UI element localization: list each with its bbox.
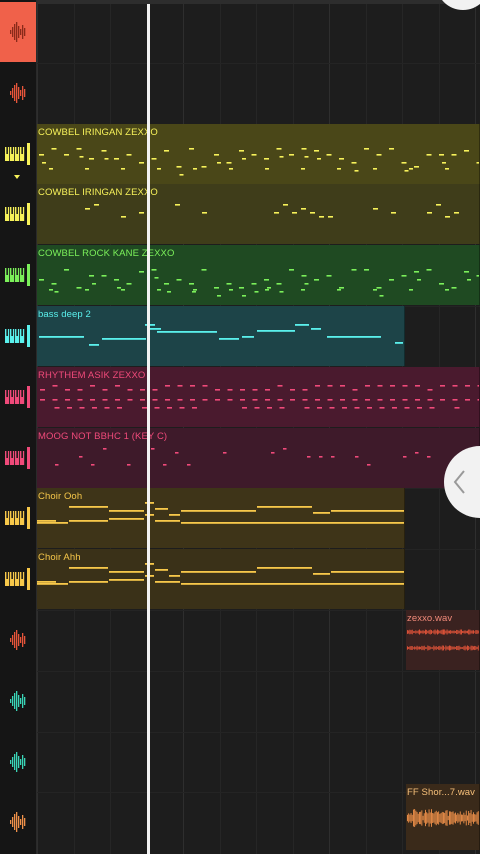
track-row-separator bbox=[37, 610, 480, 611]
track-header-piano-2[interactable] bbox=[0, 184, 36, 244]
clip-name: zexxo.wav bbox=[407, 613, 453, 624]
track-header-audio-6[interactable] bbox=[0, 792, 36, 852]
clip-dense[interactable]: COWBEL IRINGAN ZEXXO bbox=[37, 123, 480, 184]
track-row-separator bbox=[37, 62, 480, 64]
track-header-piano-7[interactable] bbox=[0, 488, 36, 548]
clip-notes bbox=[407, 629, 479, 651]
piano-keys-icon bbox=[5, 507, 31, 530]
waveform-icon bbox=[9, 629, 27, 651]
expand-triangle-icon bbox=[14, 174, 20, 179]
grid-line bbox=[183, 0, 184, 854]
piano-keys-icon bbox=[5, 446, 31, 469]
playhead-cursor[interactable] bbox=[147, 4, 150, 854]
clip-rhythm[interactable]: RHYTHEM ASIK ZEXXO bbox=[37, 366, 480, 427]
piano-keys-icon bbox=[5, 568, 31, 591]
track-header-audio-5[interactable] bbox=[0, 732, 36, 792]
clip-notes bbox=[85, 204, 459, 218]
grid-line bbox=[110, 0, 111, 854]
clip-notes bbox=[37, 502, 404, 525]
waveform-icon bbox=[9, 751, 27, 773]
clip-dense[interactable]: COWBEL ROCK KANE ZEXXO bbox=[37, 245, 480, 306]
piano-keys-icon bbox=[5, 264, 31, 287]
track-header-piano-5[interactable] bbox=[0, 367, 36, 427]
clip-bass[interactable]: bass deep 2 bbox=[37, 306, 405, 366]
clip-wave-big[interactable]: FF Shor...7.wav bbox=[406, 784, 480, 851]
grid-line bbox=[365, 0, 367, 854]
waveform-icon bbox=[9, 811, 27, 833]
track-header-audio-4[interactable] bbox=[0, 671, 36, 731]
clip-name: Choir Ooh bbox=[38, 491, 83, 503]
clip-notes bbox=[37, 563, 404, 585]
waveform-icon bbox=[9, 21, 27, 43]
clip-name: Choir Ahh bbox=[38, 552, 81, 564]
clip-notes bbox=[39, 324, 403, 346]
grid-line bbox=[329, 0, 330, 854]
clip-name: FF Shor...7.wav bbox=[407, 787, 476, 799]
menu-button[interactable] bbox=[436, 0, 480, 10]
clip-name: MOOG NOT BBHC 1 (KEY C) bbox=[38, 430, 168, 442]
waveform-icon bbox=[9, 690, 27, 712]
clip-sparse[interactable]: COWBEL IRINGAN ZEXXO bbox=[37, 184, 480, 245]
track-header-column bbox=[0, 0, 37, 854]
track-header-audio-3[interactable] bbox=[0, 610, 36, 670]
track-row-separator bbox=[37, 792, 480, 794]
grid-line bbox=[438, 0, 440, 854]
clip-name: COWBEL IRINGAN ZEXXO bbox=[38, 187, 158, 199]
clip-choir[interactable]: Choir Ahh bbox=[37, 549, 405, 610]
clip-name: bass deep 2 bbox=[38, 309, 91, 320]
clip-name: RHYTHEM ASIK ZEXXO bbox=[38, 369, 146, 381]
track-header-piano-1[interactable] bbox=[0, 124, 36, 184]
track-header-piano-8[interactable] bbox=[0, 549, 36, 609]
track-header-audio-1[interactable] bbox=[0, 2, 36, 62]
piano-keys-icon bbox=[5, 203, 31, 226]
clip-notes bbox=[39, 269, 479, 297]
waveform-icon bbox=[9, 82, 27, 104]
clip-name: COWBEL IRINGAN ZEXXO bbox=[38, 126, 158, 138]
clip-name: COWBEL ROCK KANE ZEXXO bbox=[38, 248, 175, 260]
piano-keys-icon bbox=[5, 385, 31, 408]
arrangement-timeline[interactable]: COWBEL IRINGAN ZEXXO COWBEL IRINGAN ZEXXO… bbox=[37, 0, 480, 854]
grid-line bbox=[256, 0, 257, 854]
grid-line bbox=[219, 0, 221, 854]
grid-line bbox=[475, 0, 476, 854]
chevron-left-icon bbox=[453, 470, 465, 494]
piano-keys-icon bbox=[5, 142, 31, 165]
timeline-ruler[interactable] bbox=[37, 0, 480, 4]
grid-line bbox=[73, 0, 75, 854]
track-header-piano-4[interactable] bbox=[0, 306, 36, 366]
clip-notes bbox=[39, 147, 479, 176]
clip-moog[interactable]: MOOG NOT BBHC 1 (KEY C) bbox=[37, 427, 480, 488]
track-row-separator bbox=[37, 731, 480, 733]
clip-choir[interactable]: Choir Ooh bbox=[37, 488, 405, 549]
track-header-piano-3[interactable] bbox=[0, 245, 36, 305]
track-header-audio-2[interactable] bbox=[0, 63, 36, 123]
track-header-piano-6[interactable] bbox=[0, 428, 36, 488]
piano-keys-icon bbox=[5, 325, 31, 347]
grid-line bbox=[37, 0, 38, 854]
clip-wave[interactable]: zexxo.wav bbox=[406, 610, 480, 670]
track-row-separator bbox=[37, 670, 480, 672]
clip-notes bbox=[407, 809, 479, 828]
grid-line bbox=[402, 0, 403, 854]
clip-notes bbox=[40, 384, 479, 409]
grid-line bbox=[292, 0, 294, 854]
